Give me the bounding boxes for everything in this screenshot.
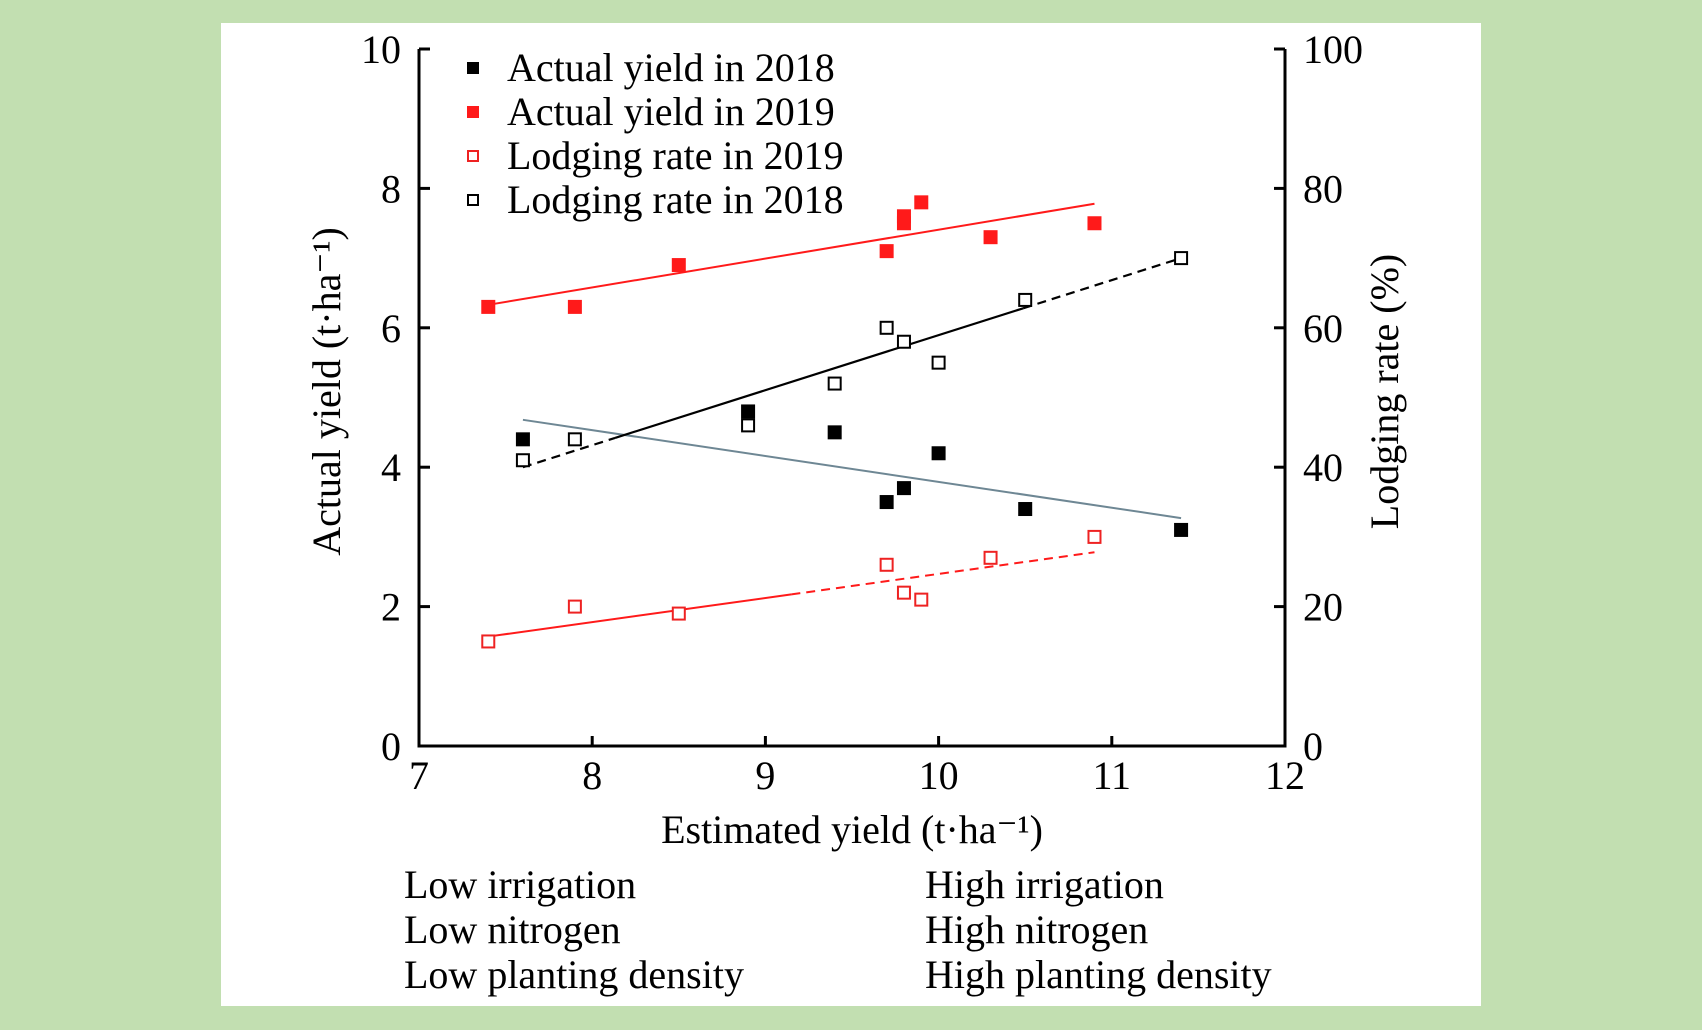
point-actual-yield-in-2019	[896, 209, 911, 224]
point-actual-yield-in-2019	[914, 195, 929, 210]
point-actual-yield-in-2019	[671, 258, 686, 273]
point-lodging-rate-in-2018	[741, 418, 756, 433]
point-actual-yield-in-2019	[983, 230, 998, 245]
left-y-axis-title: Actual yield (t·ha⁻¹)	[304, 227, 349, 556]
x-tick-label: 9	[755, 753, 775, 798]
data-points	[481, 195, 1189, 649]
note-low-irrigation: Low irrigation	[404, 862, 637, 907]
point-actual-yield-in-2018	[827, 425, 842, 440]
point-lodging-rate-in-2018	[931, 355, 946, 370]
legend: Actual yield in 2018 Actual yield in 201…	[467, 45, 844, 222]
trendline-lodging-rate-in-2019-solid	[488, 593, 792, 638]
point-lodging-rate-in-2019	[671, 606, 686, 621]
x-ticks: 7 8 9 10 11 12	[409, 736, 1305, 798]
trendline-actual-yield-in-2018	[522, 418, 1182, 520]
point-lodging-rate-in-2019	[914, 592, 929, 607]
left-y-tick-label: 0	[381, 724, 401, 769]
x-tick-label: 8	[582, 753, 602, 798]
left-y-tick-label: 8	[381, 166, 401, 211]
point-actual-yield-in-2018	[1018, 502, 1033, 517]
legend-label-actual-yield-2019: Actual yield in 2019	[507, 89, 835, 134]
note-low-planting-density: Low planting density	[404, 952, 744, 997]
point-lodging-rate-in-2019	[879, 557, 894, 572]
point-lodging-rate-in-2018	[515, 453, 530, 468]
right-y-tick-label: 60	[1303, 306, 1343, 351]
right-y-tick-label: 100	[1303, 27, 1363, 72]
point-actual-yield-in-2018	[1174, 522, 1189, 537]
left-y-tick-label: 6	[381, 306, 401, 351]
point-actual-yield-in-2018	[741, 404, 756, 419]
point-lodging-rate-in-2018	[827, 376, 842, 391]
legend-marker-lodging-rate-2018	[467, 194, 479, 206]
point-lodging-rate-in-2019	[896, 585, 911, 600]
right-y-ticks: 0 20 40 60 80 100	[1274, 27, 1363, 769]
legend-marker-actual-yield-2019	[467, 106, 479, 118]
point-lodging-rate-in-2019	[481, 634, 496, 649]
x-tick-label: 7	[409, 753, 429, 798]
right-y-tick-label: 20	[1303, 585, 1343, 630]
figure-panel	[221, 23, 1481, 1006]
x-tick-label: 11	[1093, 753, 1132, 798]
x-tick-label: 12	[1265, 753, 1305, 798]
point-actual-yield-in-2019	[567, 299, 582, 314]
note-low-nitrogen: Low nitrogen	[404, 907, 621, 952]
point-actual-yield-in-2019	[879, 244, 894, 259]
left-y-tick-label: 4	[381, 445, 401, 490]
trendline-lodging-rate-in-2018-dashed-start	[522, 436, 616, 469]
low-treatment-notes: Low irrigation Low nitrogen Low planting…	[404, 862, 744, 997]
legend-marker-actual-yield-2018	[467, 62, 479, 74]
legend-label-lodging-rate-2019: Lodging rate in 2019	[507, 133, 844, 178]
x-axis-title: Estimated yield (t·ha⁻¹)	[661, 807, 1043, 852]
right-y-axis-title: Lodging rate (%)	[1362, 254, 1407, 529]
left-y-tick-label: 2	[381, 585, 401, 630]
trendline-lodging-rate-in-2019-dashed	[791, 551, 1095, 596]
point-lodging-rate-in-2018	[1174, 251, 1189, 266]
left-y-tick-label: 10	[361, 27, 401, 72]
high-treatment-notes: High irrigation High nitrogen High plant…	[925, 862, 1272, 997]
point-lodging-rate-in-2018	[1018, 292, 1033, 307]
point-lodging-rate-in-2019	[1087, 529, 1102, 544]
right-y-tick-label: 80	[1303, 166, 1343, 211]
trendline-lodging-rate-in-2018-dashed-end	[1022, 257, 1182, 310]
legend-marker-lodging-rate-2019	[467, 150, 479, 162]
point-lodging-rate-in-2018	[567, 432, 582, 447]
point-lodging-rate-in-2019	[983, 550, 998, 565]
point-actual-yield-in-2018	[896, 481, 911, 496]
point-actual-yield-in-2018	[879, 495, 894, 510]
trendlines	[488, 202, 1182, 638]
note-high-nitrogen: High nitrogen	[925, 907, 1149, 952]
legend-label-actual-yield-2018: Actual yield in 2018	[507, 45, 835, 90]
point-lodging-rate-in-2018	[896, 334, 911, 349]
trendline-lodging-rate-in-2018-solid	[614, 307, 1024, 439]
note-high-planting-density: High planting density	[925, 952, 1272, 997]
legend-label-lodging-rate-2018: Lodging rate in 2018	[507, 177, 844, 222]
point-lodging-rate-in-2018	[879, 320, 894, 335]
point-lodging-rate-in-2019	[567, 599, 582, 614]
x-tick-label: 10	[919, 753, 959, 798]
point-actual-yield-in-2019	[481, 299, 496, 314]
point-actual-yield-in-2018	[931, 446, 946, 461]
point-actual-yield-in-2018	[515, 432, 530, 447]
axes: 7 8 9 10 11 12 0 2 4 6 8 10 0 20 40 60 80 100	[361, 27, 1363, 798]
trendline-actual-yield-in-2019	[488, 202, 1095, 306]
point-actual-yield-in-2019	[1087, 216, 1102, 231]
right-y-tick-label: 0	[1303, 724, 1323, 769]
note-high-irrigation: High irrigation	[925, 862, 1164, 907]
left-y-ticks: 0 2 4 6 8 10	[361, 27, 430, 769]
right-y-tick-label: 40	[1303, 445, 1343, 490]
